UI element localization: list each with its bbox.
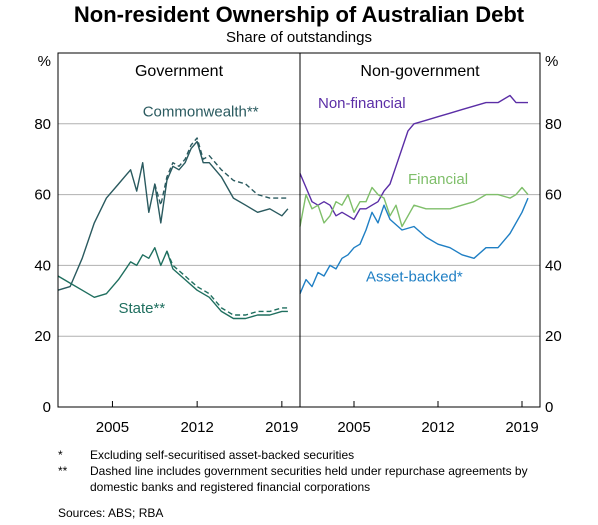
series-label-financial: Financial: [408, 171, 468, 188]
x-tick-label: 2012: [421, 419, 454, 436]
panel-title: Government: [135, 63, 224, 80]
y-tick-label-left: 20: [34, 328, 51, 345]
source-line: Sources: ABS; RBA: [58, 506, 164, 520]
series-label-assetbacked: Asset-backed*: [366, 268, 463, 285]
y-tick-label-left: 80: [34, 116, 51, 133]
footnote-text: Dashed line includes government securiti…: [90, 464, 528, 494]
x-tick-label: 2005: [337, 419, 370, 436]
series-line-assetbacked: [299, 197, 529, 294]
series-line-commonwealth-dashed: [154, 137, 288, 206]
chart-title: Non-resident Ownership of Australian Deb…: [73, 2, 525, 27]
x-tick-label: 2005: [96, 419, 129, 436]
y-unit-left: %: [38, 53, 51, 70]
series-label-state: State**: [119, 300, 166, 317]
series-label-commonwealth: Commonwealth**: [143, 104, 259, 121]
y-tick-label-left: 0: [43, 399, 51, 416]
chart-subtitle: Share of outstandings: [226, 29, 372, 46]
y-tick-label-right: 40: [545, 257, 562, 274]
series-label-nonfinancial: Non-financial: [318, 95, 406, 112]
y-tick-label-left: 60: [34, 187, 51, 204]
panel-title: Non-government: [360, 63, 480, 80]
series-line-commonwealth: [57, 140, 289, 291]
footnotes: * Excluding self-securitised asset-backe…: [58, 447, 570, 495]
footnote-mark: *: [58, 448, 63, 462]
series-line-nonfinancial: [299, 94, 528, 221]
footnote-row: ** Dashed line includes government secur…: [58, 463, 570, 495]
footnote-mark: **: [58, 464, 68, 478]
y-tick-label-right: 20: [545, 328, 562, 345]
series-line-state-dashed: [166, 250, 288, 316]
y-tick-label-left: 40: [34, 257, 51, 274]
y-tick-label-right: 0: [545, 399, 553, 416]
plot-frame: [57, 52, 541, 408]
x-tick-label: 2019: [265, 419, 298, 436]
footnote-text: Excluding self-securitised asset-backed …: [90, 448, 355, 462]
x-tick-label: 2012: [180, 419, 213, 436]
x-tick-label: 2019: [505, 419, 538, 436]
y-tick-label-right: 80: [545, 116, 562, 133]
y-tick-label-right: 60: [545, 187, 562, 204]
y-unit-right: %: [545, 53, 558, 70]
chart-svg: 2005 2012 2019 Government 2005 2012 2019 Non-go…: [34, 52, 562, 436]
series-line-financial: [299, 186, 529, 228]
footnote-row: * Excluding self-securitised asset-backe…: [58, 447, 570, 463]
series-line-state: [57, 247, 288, 320]
